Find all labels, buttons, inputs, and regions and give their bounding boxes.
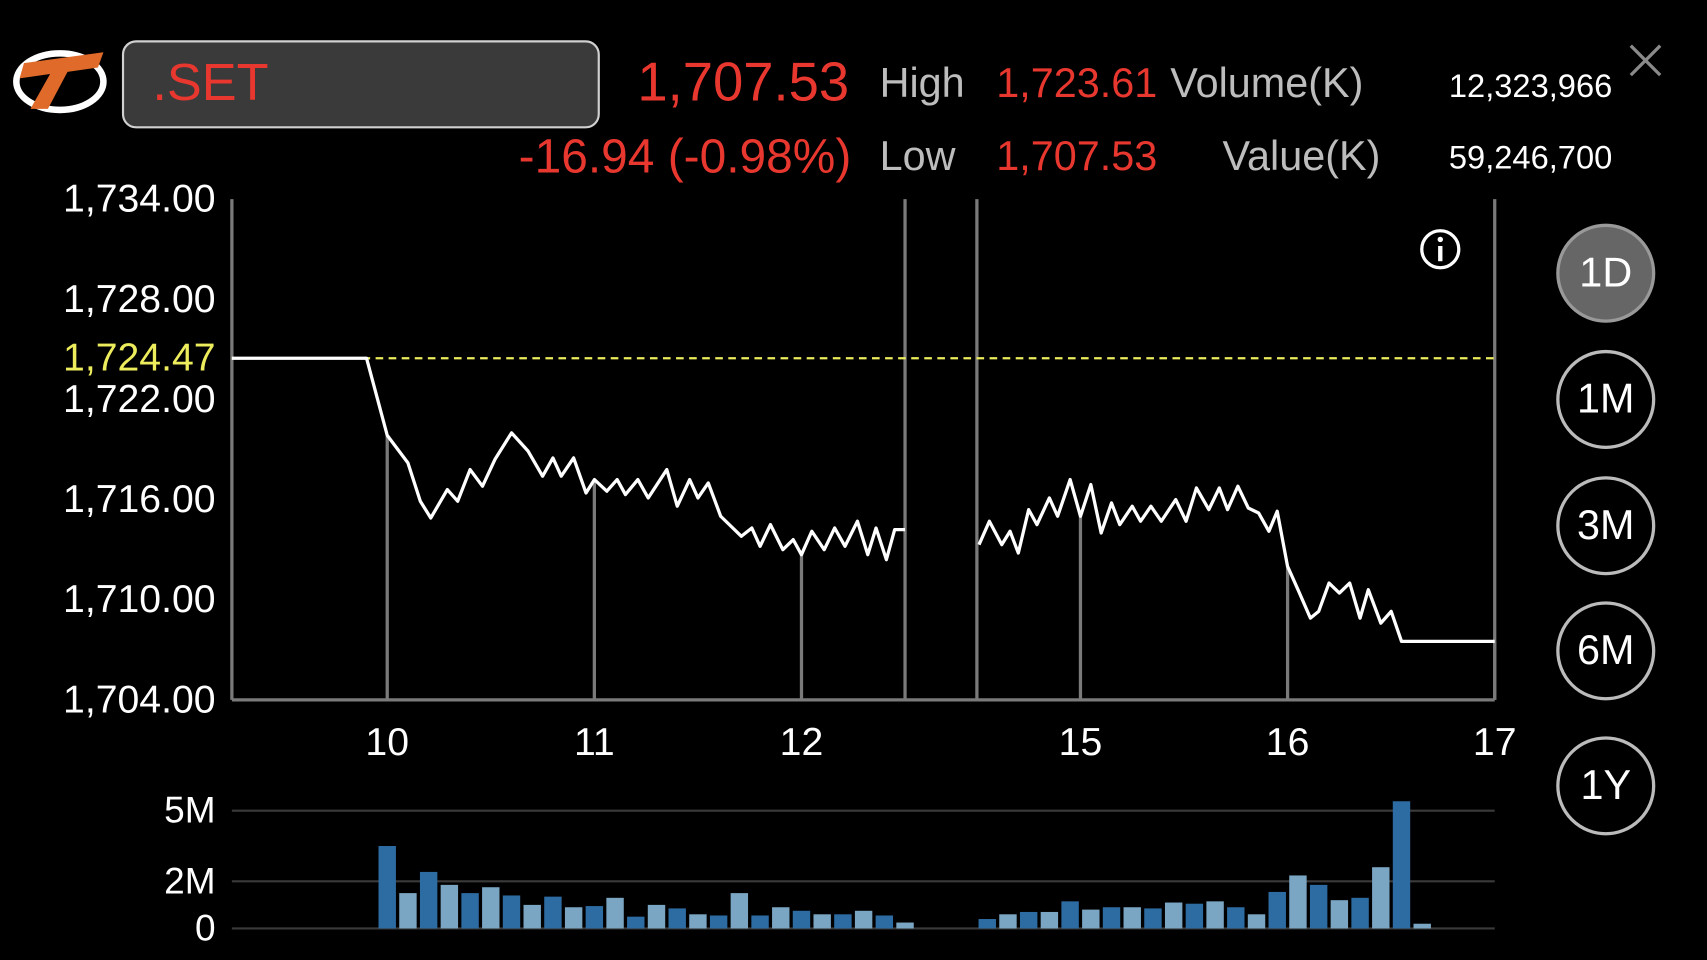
volume-bar — [399, 893, 417, 929]
y-tick-label: 1,734.00 — [63, 178, 215, 221]
y-tick-label: 1,716.00 — [63, 478, 215, 521]
period-button[interactable] — [1556, 736, 1656, 836]
volume-value: 12,323,966 — [1449, 67, 1612, 104]
reference-label: 1,724.47 — [63, 337, 215, 380]
y-tick-label: 1,728.00 — [63, 278, 215, 321]
y-tick-label: 0 — [195, 906, 216, 948]
period-label: 6M — [1577, 627, 1634, 673]
price: 1,707.53 — [637, 51, 849, 112]
low-label: Low — [880, 133, 956, 179]
x-tick-label: 12 — [780, 721, 824, 764]
volume-bar — [523, 904, 541, 929]
period-buttons: 1D 1M 3M 6M 1Y — [1556, 223, 1656, 836]
volume-bar — [1144, 908, 1162, 929]
period-button[interactable] — [1556, 601, 1656, 701]
volume-bar — [1351, 897, 1369, 929]
x-tick-label: 15 — [1059, 721, 1103, 764]
volume-bar — [378, 846, 396, 929]
volume-bar — [1164, 902, 1183, 929]
volume-bar — [1413, 923, 1431, 929]
volume-bar — [1392, 801, 1411, 929]
logo — [13, 50, 107, 114]
volume-bar — [1289, 875, 1307, 929]
period-label: 1D — [1579, 249, 1632, 295]
period-button[interactable] — [1556, 223, 1656, 323]
period-label: 1M — [1577, 376, 1634, 422]
volume-bar — [482, 887, 500, 929]
volume-bar — [1019, 911, 1038, 929]
volume-bar — [564, 907, 583, 929]
volume-label: Volume(K) — [1170, 60, 1363, 106]
high-value: 1,723.61 — [996, 60, 1157, 106]
x-tick-label: 16 — [1266, 721, 1310, 764]
price-line — [231, 356, 1495, 644]
info-button[interactable] — [1420, 229, 1461, 270]
volume-bar — [419, 871, 438, 929]
charts: 1,704.00 1,710.00 1,716.00 1,722.00 1,728.00… — [63, 178, 1516, 949]
volume-bar — [730, 893, 749, 929]
volume-bar — [1102, 907, 1121, 929]
close-button[interactable] — [1629, 44, 1662, 77]
volume-bar — [751, 915, 769, 929]
volume-bar — [606, 897, 624, 929]
volume-bar — [999, 914, 1017, 929]
y-tick-label: 5M — [164, 789, 215, 831]
x-tick-label: 17 — [1473, 721, 1517, 764]
volume-bar — [544, 896, 562, 929]
volume-bar — [502, 895, 521, 929]
volume-bar — [896, 922, 914, 929]
volume-bar — [875, 915, 894, 929]
y-tick-label: 1,722.00 — [63, 378, 215, 421]
symbol-box[interactable] — [121, 40, 600, 129]
volume-bar — [440, 884, 459, 929]
volume-bar — [647, 904, 666, 929]
volume-bar — [1082, 909, 1100, 929]
volume-bar — [1309, 884, 1328, 929]
volume-bar — [585, 906, 604, 929]
volume-bar — [461, 893, 479, 929]
volume-bar — [1040, 911, 1059, 929]
volume-bar — [1123, 907, 1141, 929]
volume-bar — [1061, 901, 1079, 929]
volume-bar — [627, 916, 645, 929]
volume-bar — [813, 914, 831, 929]
volume-bar — [1268, 891, 1286, 929]
y-tick-label: 1,704.00 — [63, 678, 215, 721]
volume-bar — [1372, 867, 1390, 929]
x-tick-label: 10 — [365, 721, 409, 764]
volume-bar — [792, 910, 811, 929]
volume-bar — [1206, 901, 1224, 929]
value-label: Value(K) — [1223, 133, 1381, 179]
volume-bar — [978, 919, 996, 929]
volume-bar — [772, 907, 790, 929]
volume-bar — [668, 908, 686, 929]
volume-bar — [854, 910, 873, 929]
volume-bar — [1227, 907, 1245, 929]
high-label: High — [880, 60, 965, 106]
volume-bar — [1185, 903, 1204, 929]
volume-bar — [709, 915, 728, 929]
volume-bar — [1247, 914, 1266, 929]
x-tick-label: 11 — [574, 721, 615, 764]
period-button[interactable] — [1556, 476, 1656, 576]
symbol: .SET — [152, 54, 268, 112]
value-value: 59,246,700 — [1449, 139, 1612, 176]
volume-bar — [834, 914, 852, 929]
period-label: 1Y — [1580, 762, 1631, 808]
period-label: 3M — [1577, 502, 1634, 548]
y-tick-label: 2M — [164, 859, 215, 901]
y-tick-label: 1,710.00 — [63, 578, 215, 621]
low-value: 1,707.53 — [996, 133, 1157, 179]
volume-bar — [689, 914, 707, 929]
period-button[interactable] — [1556, 349, 1656, 449]
change: -16.94 (-0.98%) — [519, 131, 852, 184]
volume-bar — [1330, 900, 1349, 929]
